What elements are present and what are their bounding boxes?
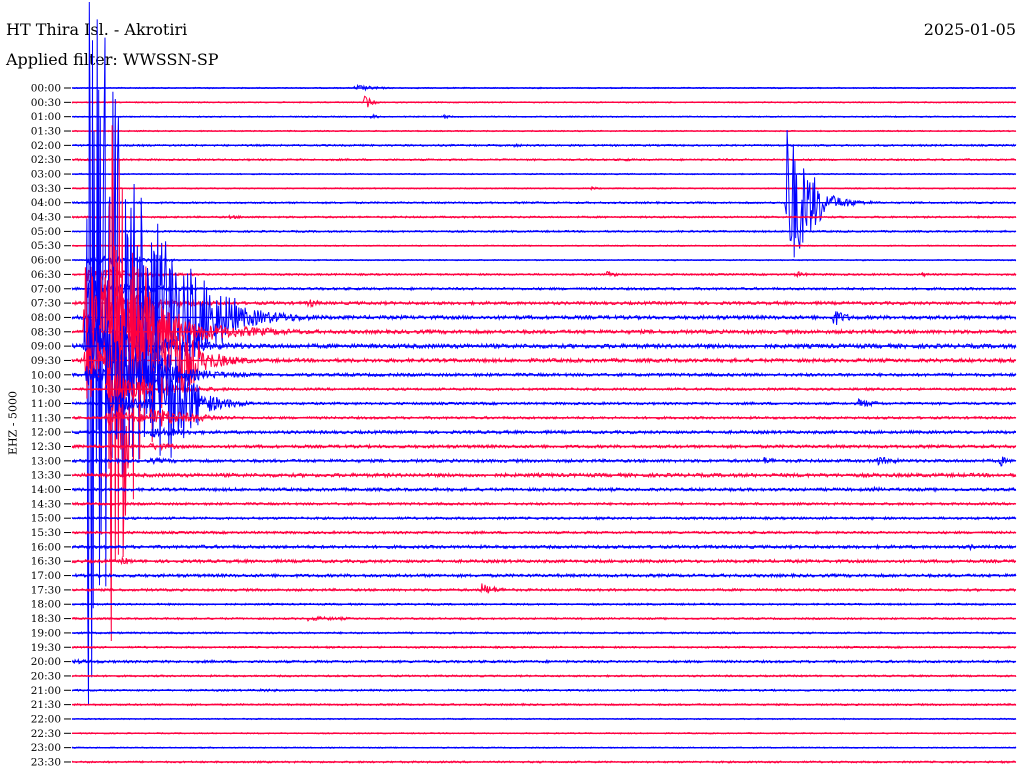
tick-label: 13:00 — [31, 455, 61, 467]
trace-0930 — [71, 125, 1017, 642]
tick-label: 13:30 — [31, 470, 61, 482]
tick-label: 17:00 — [31, 570, 61, 582]
tick-label: 12:30 — [31, 441, 61, 453]
tick-label: 21:00 — [31, 685, 61, 697]
trace-1200 — [71, 426, 1016, 438]
tick-label: 02:30 — [31, 154, 61, 166]
tick-label: 18:00 — [31, 599, 61, 611]
tick-label: 02:00 — [31, 140, 61, 152]
tick-label: 00:30 — [31, 97, 61, 109]
trace-1630 — [71, 556, 1017, 566]
tick-label: 07:00 — [31, 283, 61, 295]
trace-0800 — [71, 1, 1017, 705]
tick-label: 01:30 — [31, 126, 61, 138]
tick-label: 12:00 — [31, 427, 61, 439]
trace-1600 — [71, 543, 1017, 552]
filter-label: Applied filter: WWSSN-SP — [6, 50, 219, 69]
record-date: 2025-01-05 — [923, 20, 1016, 39]
tick-label: 11:30 — [31, 412, 61, 424]
trace-1700 — [71, 572, 1017, 579]
tick-label: 21:30 — [31, 699, 61, 711]
tick-label: 09:30 — [31, 355, 61, 367]
station-title: HT Thira Isl. - Akrotiri — [6, 20, 188, 39]
tick-label: 16:30 — [31, 556, 61, 568]
tick-label: 15:30 — [31, 527, 61, 539]
tick-label: 14:30 — [31, 498, 61, 510]
tick-label: 03:00 — [31, 169, 61, 181]
trace-0400 — [71, 129, 1017, 258]
trace-1100 — [71, 301, 1017, 458]
tick-label: 06:00 — [31, 255, 61, 267]
tick-label: 22:30 — [31, 728, 61, 740]
tick-label: 05:00 — [31, 226, 61, 238]
tick-label: 10:30 — [31, 384, 61, 396]
trace-0730 — [71, 266, 1017, 334]
tick-label: 16:00 — [31, 541, 61, 553]
tick-label: 17:30 — [31, 584, 61, 596]
tick-label: 10:00 — [31, 369, 61, 381]
tick-label: 19:00 — [31, 627, 61, 639]
tick-label: 18:30 — [31, 613, 61, 625]
tick-label: 07:30 — [31, 298, 61, 310]
trace-1500 — [71, 515, 1017, 521]
tick-label: 01:00 — [31, 111, 61, 123]
tick-label: 22:00 — [31, 713, 61, 725]
tick-label: 20:30 — [31, 670, 61, 682]
tick-label: 19:30 — [31, 642, 61, 654]
tick-label: 14:00 — [31, 484, 61, 496]
tick-label: 04:00 — [31, 197, 61, 209]
tick-label: 05:30 — [31, 240, 61, 252]
trace-1730 — [71, 583, 1017, 594]
tick-label: 00:00 — [31, 83, 61, 95]
tick-label: 11:00 — [31, 398, 61, 410]
tick-label: 23:00 — [31, 742, 61, 754]
tick-label: 15:00 — [31, 513, 61, 525]
tick-label: 06:30 — [31, 269, 61, 281]
tick-label: 23:30 — [31, 756, 61, 768]
trace-0830 — [71, 267, 1017, 399]
tick-label: 09:00 — [31, 341, 61, 353]
trace-1230 — [71, 442, 1017, 452]
tick-label: 20:00 — [31, 656, 61, 668]
tick-label: 08:30 — [31, 326, 61, 338]
tick-label: 08:00 — [31, 312, 61, 324]
tick-label: 03:30 — [31, 183, 61, 195]
tick-label: 04:30 — [31, 212, 61, 224]
